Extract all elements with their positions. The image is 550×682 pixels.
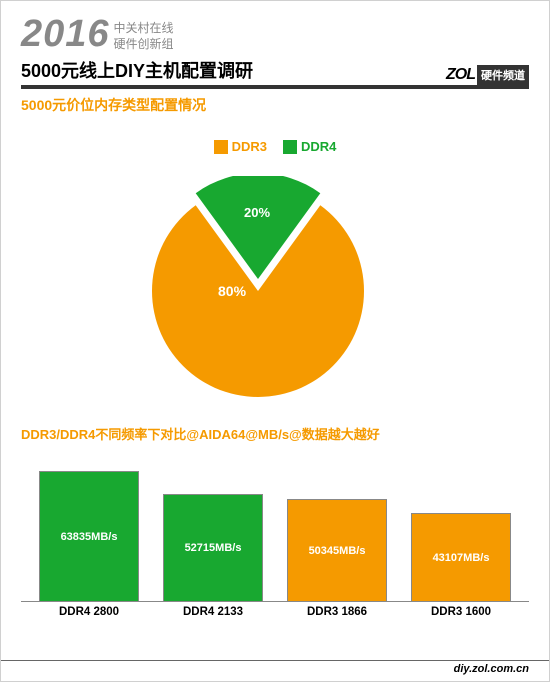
bar-chart: 63835MB/s 52715MB/s 50345MB/s 43107MB/s xyxy=(21,469,529,601)
legend-swatch-ddr3 xyxy=(214,140,228,154)
legend-label-ddr4: DDR4 xyxy=(301,139,336,154)
pie-slice-label-ddr4: 20% xyxy=(244,205,270,220)
bar: 43107MB/s xyxy=(411,513,510,601)
footer-url: diy.zol.com.cn xyxy=(454,663,529,675)
axis-label: DDR4 2800 xyxy=(27,602,151,618)
page: 2016 中关村在线 硬件创新组 5000元线上DIY主机配置调研 ZOL 硬件… xyxy=(0,0,550,682)
pie-subtitle: 5000元价位内存类型配置情况 xyxy=(21,95,529,115)
header: 2016 中关村在线 硬件创新组 xyxy=(21,15,529,53)
legend-label-ddr3: DDR3 xyxy=(232,139,267,154)
brand-logo: ZOL xyxy=(446,66,475,84)
header-sub-2: 硬件创新组 xyxy=(114,37,174,53)
legend-item-ddr3: DDR3 xyxy=(214,139,267,154)
title-row: 5000元线上DIY主机配置调研 ZOL 硬件频道 xyxy=(21,57,529,89)
pie-legend: DDR3 DDR4 xyxy=(21,139,529,154)
brand: ZOL 硬件频道 xyxy=(446,65,529,85)
bar-col: 43107MB/s xyxy=(399,469,523,601)
bar-col: 52715MB/s xyxy=(151,469,275,601)
bar-col: 50345MB/s xyxy=(275,469,399,601)
axis-label: DDR3 1600 xyxy=(399,602,523,618)
page-title: 5000元线上DIY主机配置调研 xyxy=(21,57,253,83)
bar: 50345MB/s xyxy=(287,499,386,601)
legend-item-ddr4: DDR4 xyxy=(283,139,336,154)
header-sub-1: 中关村在线 xyxy=(114,21,174,37)
legend-swatch-ddr4 xyxy=(283,140,297,154)
pie-holder: 80% 20% xyxy=(150,176,400,406)
brand-tag: 硬件频道 xyxy=(477,65,529,85)
bar: 63835MB/s xyxy=(39,471,138,601)
pie-svg xyxy=(150,176,400,406)
pie-slice-label-ddr3: 80% xyxy=(218,283,246,299)
footer: diy.zol.com.cn xyxy=(1,660,549,675)
year: 2016 xyxy=(21,15,110,53)
bar: 52715MB/s xyxy=(163,494,262,601)
bar-col: 63835MB/s xyxy=(27,469,151,601)
bar-axis: DDR4 2800DDR4 2133DDR3 1866DDR3 1600 xyxy=(21,601,529,618)
bar-title: DDR3/DDR4不同频率下对比@AIDA64@MB/s@数据越大越好 xyxy=(21,424,529,443)
axis-label: DDR3 1866 xyxy=(275,602,399,618)
axis-label: DDR4 2133 xyxy=(151,602,275,618)
pie-chart: 80% 20% xyxy=(21,176,529,406)
year-subtitle: 中关村在线 硬件创新组 xyxy=(114,21,174,52)
